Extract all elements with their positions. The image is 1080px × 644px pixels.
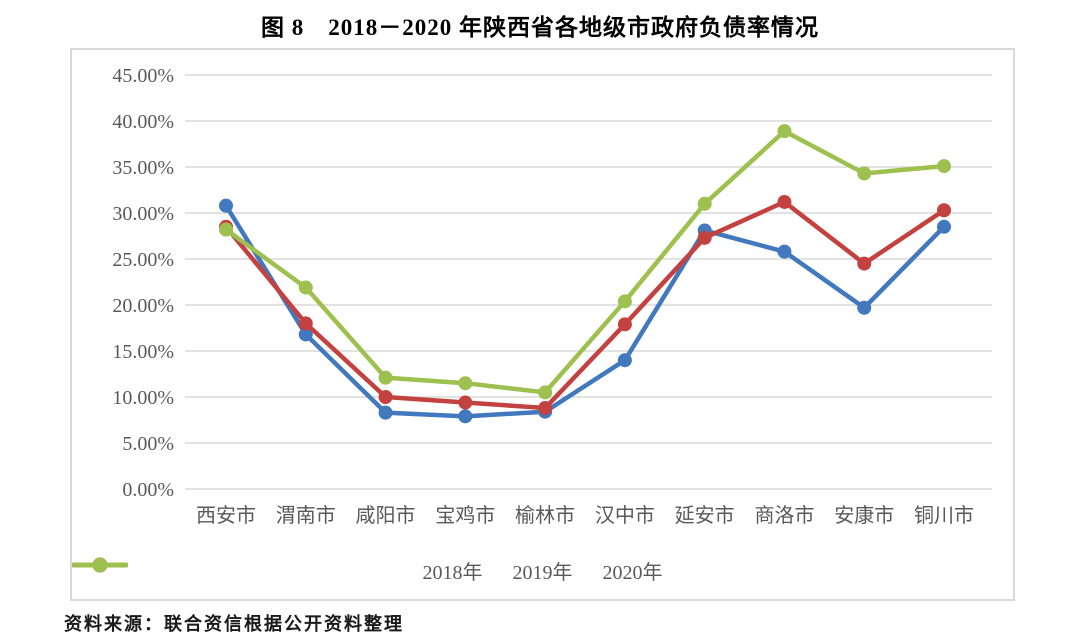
data-point-2018年 — [617, 353, 632, 368]
x-axis-category-label: 延安市 — [675, 504, 735, 527]
y-axis-tick-label: 35.00% — [112, 157, 174, 179]
y-axis-tick-label: 5.00% — [122, 433, 174, 455]
y-axis-tick-label: 45.00% — [112, 65, 174, 87]
source-note: 资料来源：联合资信根据公开资料整理 — [64, 614, 404, 634]
data-point-2019年 — [458, 395, 473, 410]
data-point-2020年 — [298, 280, 313, 295]
data-point-2019年 — [937, 203, 952, 218]
legend-item-2020年: 2020年 — [72, 556, 663, 585]
y-axis-tick-label: 10.00% — [112, 387, 174, 409]
data-point-2018年 — [857, 300, 872, 315]
y-axis-tick-label: 40.00% — [112, 111, 174, 133]
data-point-2019年 — [617, 317, 632, 332]
chart-area: 0.00% 5.00% 10.00% 15.00% 20.00% 25.00% 30.00%… — [70, 48, 1015, 601]
data-point-2020年 — [219, 222, 233, 237]
x-axis-category-label: 汉中市 — [595, 504, 655, 527]
y-axis-tick-label: 30.00% — [112, 203, 174, 225]
data-point-2018年 — [298, 327, 313, 342]
x-axis-category-label: 铜川市 — [914, 504, 974, 527]
legend-item-2018年: 2018年 — [72, 556, 483, 585]
chart-title: 图 8 2018－2020 年陕西省各地级市政府负债率情况 — [261, 15, 819, 40]
data-point-2019年 — [777, 194, 792, 209]
legend-label: 2018年 — [422, 562, 483, 584]
data-point-2020年 — [458, 376, 473, 391]
data-point-2019年 — [298, 316, 313, 331]
y-axis-tick-label: 0.00% — [122, 479, 174, 501]
data-point-2018年 — [777, 244, 792, 259]
x-axis-category-label: 宝鸡市 — [435, 504, 495, 527]
y-axis-tick-label: 20.00% — [112, 295, 174, 317]
x-axis-category-label: 榆林市 — [515, 504, 575, 527]
x-axis-category-label: 咸阳市 — [356, 504, 416, 527]
data-point-2018年 — [937, 219, 952, 234]
data-point-2020年 — [697, 196, 712, 211]
series-line-2020年 — [223, 128, 947, 395]
data-point-2020年 — [378, 370, 393, 385]
legend-label: 2019年 — [512, 562, 573, 584]
line-plot: 0.00% 5.00% 10.00% 15.00% 20.00% 25.00% 30.00%… — [112, 65, 992, 527]
series-line-2019年 — [223, 199, 947, 411]
data-point-2018年 — [458, 409, 473, 424]
data-point-2020年 — [857, 166, 872, 181]
x-axis-category-label: 商洛市 — [754, 504, 814, 527]
data-point-2019年 — [378, 390, 393, 404]
data-point-2019年 — [697, 230, 712, 245]
x-axis-category-label: 渭南市 — [276, 504, 336, 527]
data-point-2018年 — [219, 198, 233, 213]
data-point-2018年 — [378, 405, 393, 420]
y-axis-tick-label: 25.00% — [112, 249, 174, 271]
data-point-2019年 — [538, 401, 553, 416]
x-axis-category-label: 西安市 — [196, 504, 256, 527]
x-axis-category-label: 安康市 — [834, 504, 894, 527]
data-point-2020年 — [937, 159, 952, 174]
data-point-2020年 — [538, 385, 553, 400]
chart-legend: 2018年 2019年 2020年 — [72, 556, 1013, 585]
legend-item-2019年: 2019年 — [72, 556, 573, 585]
data-point-2020年 — [777, 124, 792, 139]
legend-marker-icon — [72, 557, 128, 573]
series-line-2018年 — [223, 203, 947, 419]
y-axis-tick-label: 15.00% — [112, 341, 174, 363]
data-point-2019年 — [857, 256, 872, 271]
legend-label: 2020年 — [602, 562, 663, 584]
data-point-2020年 — [617, 294, 632, 309]
